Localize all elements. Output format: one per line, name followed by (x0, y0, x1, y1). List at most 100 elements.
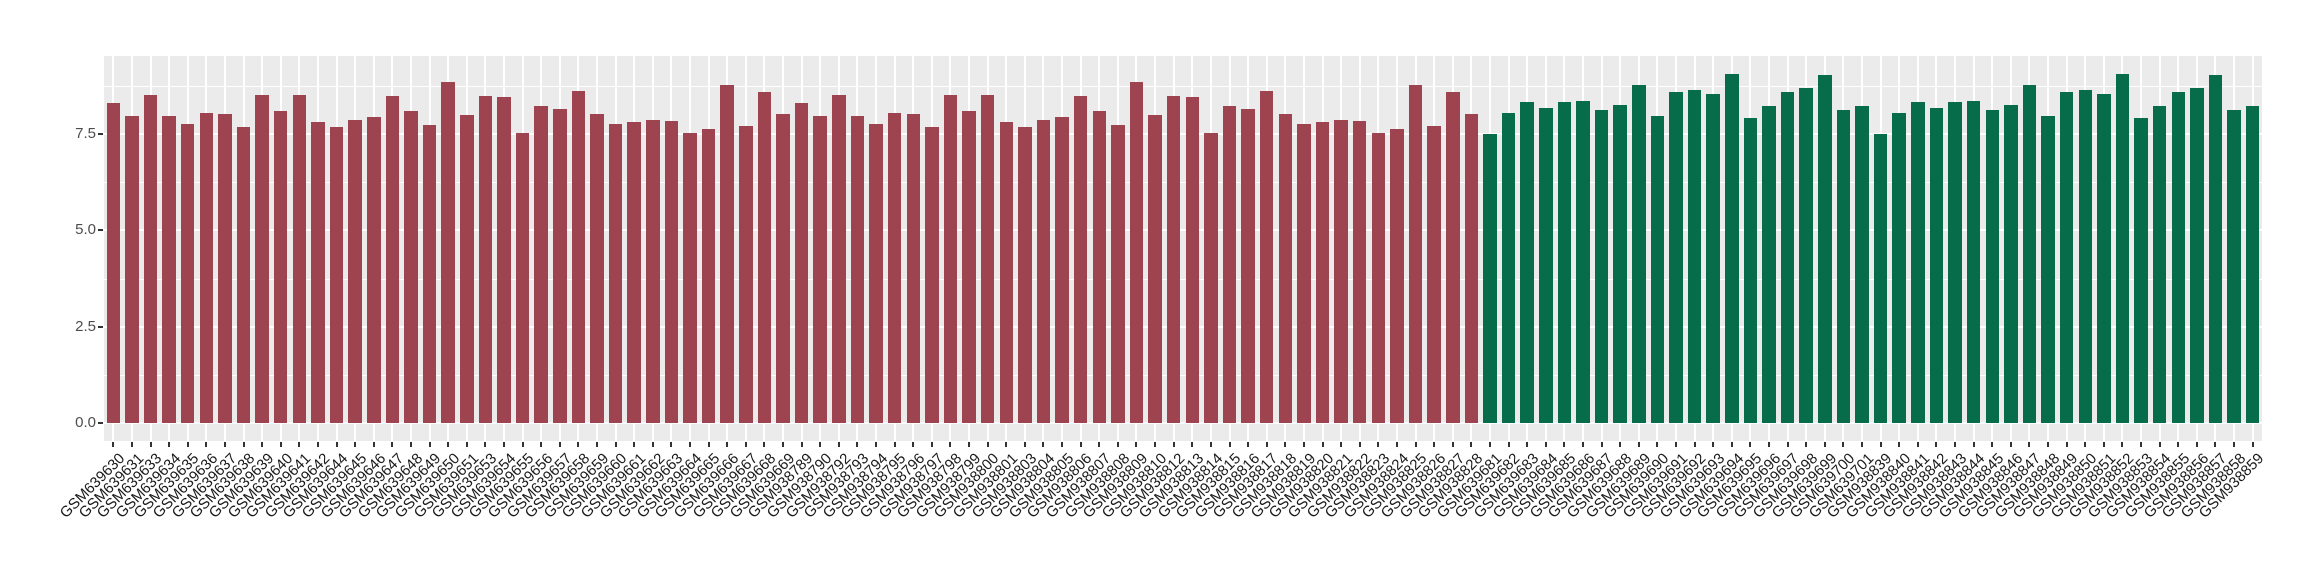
x-tick-mark (1712, 442, 1715, 447)
bar (1111, 124, 1125, 423)
x-tick-mark (633, 442, 636, 447)
bar (348, 119, 362, 423)
x-tick-mark (1786, 442, 1789, 447)
x-tick-mark (1972, 442, 1975, 447)
bar (497, 97, 511, 423)
x-tick-mark (335, 442, 338, 447)
x-tick-mark (130, 442, 133, 447)
x-tick-mark (1433, 442, 1436, 447)
bar (887, 113, 902, 423)
x-tick-mark (1061, 442, 1064, 447)
x-tick-mark (2158, 442, 2161, 447)
bar (218, 113, 232, 423)
major-gridline (104, 422, 2262, 424)
y-tick-label: 7.5 (75, 125, 96, 143)
x-tick-mark (2177, 442, 2180, 447)
bar (292, 95, 307, 423)
bar (1241, 108, 1255, 423)
x-tick-mark (1191, 442, 1194, 447)
x-tick-mark (2047, 442, 2050, 447)
x-tick-mark (1042, 442, 1045, 447)
x-tick-mark (2009, 442, 2012, 447)
x-tick-mark (819, 442, 822, 447)
bar (794, 103, 809, 423)
x-tick-mark (1079, 442, 1082, 447)
bar (962, 111, 976, 423)
bar (1594, 110, 1609, 423)
x-tick-mark (428, 442, 431, 447)
x-tick-mark (1749, 442, 1752, 447)
bar (1036, 119, 1051, 423)
bar (273, 111, 288, 423)
bar (162, 116, 176, 423)
x-tick-mark (763, 442, 766, 447)
x-tick-mark (1451, 442, 1454, 447)
bar (367, 117, 381, 423)
x-tick-mark (1228, 442, 1231, 447)
bar (627, 122, 641, 423)
bar (683, 133, 697, 423)
x-tick-mark (1377, 442, 1380, 447)
x-tick-mark (1954, 442, 1957, 447)
bar (2097, 93, 2111, 423)
x-tick-mark (1693, 442, 1696, 447)
bar (850, 116, 865, 423)
bar (1985, 110, 1999, 423)
x-tick-mark (1619, 442, 1622, 447)
bar (813, 116, 827, 423)
minor-gridline (104, 85, 2262, 87)
x-tick-mark (261, 442, 264, 447)
bar (1687, 89, 1702, 423)
x-tick-mark (1172, 442, 1175, 447)
bar (1148, 114, 1162, 423)
bar (329, 127, 344, 423)
bar (1464, 113, 1479, 423)
x-tick-mark (1265, 442, 1268, 447)
x-tick-mark (1544, 442, 1547, 447)
x-tick-mark (1916, 442, 1919, 447)
bar (571, 91, 586, 423)
x-tick-mark (1935, 442, 1938, 447)
x-tick-mark (391, 442, 394, 447)
x-tick-mark (893, 442, 896, 447)
bar (664, 120, 679, 423)
x-tick-mark (447, 442, 450, 447)
bar (1669, 92, 1683, 423)
bar (1836, 110, 1851, 423)
x-tick-mark (1563, 442, 1566, 447)
bar (1873, 134, 1888, 423)
x-tick-mark (502, 442, 505, 447)
x-tick-mark (1488, 442, 1491, 447)
x-tick-mark (875, 442, 878, 447)
x-tick-mark (1005, 442, 1008, 447)
x-tick-mark (800, 442, 803, 447)
bar (2022, 85, 2037, 423)
bar (1092, 110, 1107, 423)
x-tick-mark (298, 442, 301, 447)
bar (1446, 92, 1460, 423)
x-tick-mark (2140, 442, 2143, 447)
y-tick-label: 2.5 (75, 317, 96, 335)
bar (2227, 110, 2241, 423)
x-tick-mark (372, 442, 375, 447)
bar (2245, 105, 2260, 423)
x-tick-mark (1823, 442, 1826, 447)
x-tick-mark (1154, 442, 1157, 447)
bar (1539, 108, 1553, 423)
bar (1966, 100, 1981, 423)
bar (515, 133, 530, 423)
x-tick-mark (968, 442, 971, 447)
bar (441, 82, 455, 423)
x-tick-mark (1470, 442, 1473, 447)
bar (1259, 91, 1274, 423)
bar (1501, 113, 1516, 423)
bar (1743, 118, 1758, 423)
bar (553, 108, 567, 423)
bar (1018, 127, 1032, 423)
x-tick-mark (1358, 442, 1361, 447)
x-tick-mark (2102, 442, 2105, 447)
x-tick-mark (1135, 442, 1138, 447)
bar (1929, 108, 1944, 423)
x-tick-mark (1805, 442, 1808, 447)
bar (1706, 93, 1720, 423)
